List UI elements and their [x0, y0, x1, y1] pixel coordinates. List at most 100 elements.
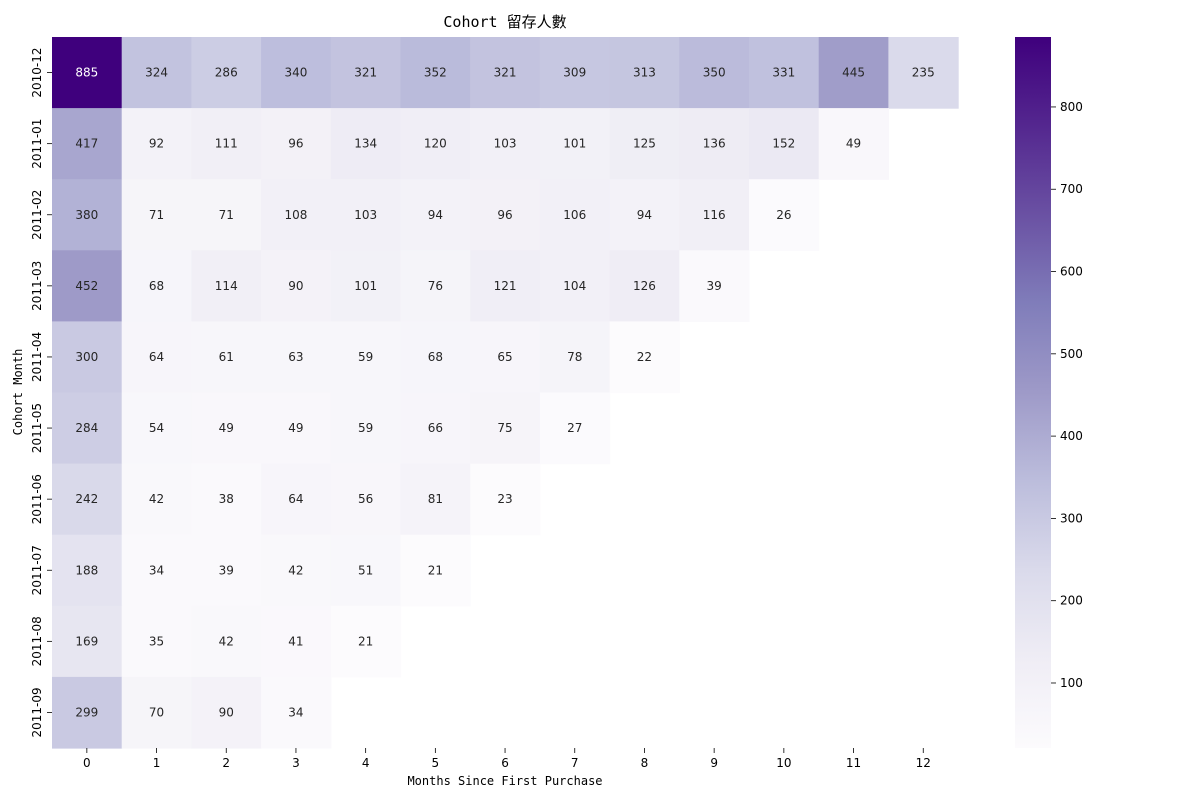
colorbar-tick-label: 800 [1060, 100, 1083, 114]
x-tick-label: 1 [153, 756, 161, 770]
cell-value-label: 309 [563, 66, 586, 80]
heatmap-cell [52, 676, 123, 749]
cell-value-label: 63 [288, 350, 303, 364]
cell-value-label: 116 [703, 208, 726, 222]
y-tick-label: 2011-01 [30, 119, 44, 169]
cell-value-label: 35 [149, 634, 164, 648]
colorbar-gradient [1015, 37, 1051, 748]
cell-value-label: 49 [846, 137, 861, 151]
heatmap-cell [539, 392, 611, 465]
x-tick-label: 12 [916, 756, 931, 770]
colorbar-tick-label: 300 [1060, 511, 1083, 525]
cell-value-label: 106 [563, 208, 586, 222]
heatmap-cell [261, 250, 332, 322]
y-tick-label: 2011-07 [30, 545, 44, 595]
heatmap-cell [191, 534, 262, 607]
cell-value-label: 81 [428, 492, 443, 506]
heatmap-cell [609, 179, 680, 251]
heatmap-cell [52, 108, 123, 180]
cell-value-label: 22 [637, 350, 652, 364]
heatmap-cell [470, 37, 541, 109]
cell-value-label: 286 [215, 66, 238, 80]
cell-value-label: 42 [288, 563, 303, 577]
cell-value-label: 42 [149, 492, 164, 506]
cell-value-label: 21 [358, 634, 373, 648]
cell-value-label: 71 [219, 208, 234, 222]
cell-value-label: 78 [567, 350, 582, 364]
heatmap-cell [749, 108, 820, 180]
heatmap-cell [261, 108, 332, 180]
cell-value-label: 94 [637, 208, 652, 222]
heatmap-cell [191, 392, 262, 465]
x-tick-label: 5 [432, 756, 440, 770]
cell-value-label: 38 [219, 492, 234, 506]
heatmap-cell [121, 108, 192, 180]
heatmap-cell [52, 250, 123, 322]
heatmap-cell [191, 676, 262, 749]
cell-value-label: 321 [494, 66, 517, 80]
cell-value-label: 350 [703, 66, 726, 80]
y-tick-label: 2011-09 [30, 687, 44, 737]
cell-value-label: 120 [424, 137, 447, 151]
x-tick-label: 10 [776, 756, 791, 770]
colorbar-tick-label: 200 [1060, 594, 1083, 608]
x-axis-ticks: 0 1 2 3 4 5 6 7 8 9 10 11 12 [83, 748, 931, 770]
x-tick-label: 0 [83, 756, 91, 770]
heatmap-cell [330, 392, 402, 465]
x-tick-label: 4 [362, 756, 370, 770]
cell-value-label: 324 [145, 66, 168, 80]
heatmap-cell [261, 179, 332, 251]
cell-value-label: 104 [563, 279, 586, 293]
cell-value-label: 71 [149, 208, 164, 222]
heatmap-cell [400, 250, 471, 322]
colorbar-tick-label: 600 [1060, 265, 1083, 279]
cell-value-label: 90 [219, 705, 234, 719]
x-axis-label: Months Since First Purchase [407, 774, 602, 788]
heatmap-cell [679, 37, 750, 109]
heatmap-cell [52, 463, 123, 536]
cell-value-label: 103 [354, 208, 377, 222]
colorbar-tick-label: 700 [1060, 182, 1083, 196]
cell-value-label: 96 [288, 137, 303, 151]
chart-title: Cohort 留存人數 [443, 13, 566, 31]
heatmap-cell [52, 534, 123, 607]
heatmap-cell [400, 108, 471, 180]
heatmap-cell [539, 37, 611, 109]
heatmap-cell [539, 108, 611, 180]
heatmap-cell [330, 250, 402, 322]
cell-value-label: 39 [219, 563, 234, 577]
heatmap-cell [261, 534, 332, 607]
y-tick-label: 2011-06 [30, 474, 44, 524]
y-tick-label: 2011-08 [30, 616, 44, 666]
cell-value-label: 380 [75, 208, 98, 222]
heatmap-cell [191, 179, 262, 251]
heatmap-cell [470, 392, 541, 465]
cell-value-label: 76 [428, 279, 443, 293]
cell-value-label: 103 [494, 137, 517, 151]
heatmap-cell [400, 321, 471, 394]
cell-value-label: 51 [358, 563, 373, 577]
heatmap-cell [400, 179, 471, 251]
y-tick-label: 2011-03 [30, 261, 44, 311]
heatmap-cell [609, 37, 680, 109]
heatmap-cell [470, 108, 541, 180]
cell-value-label: 21 [428, 563, 443, 577]
x-tick-label: 2 [222, 756, 230, 770]
cell-value-label: 126 [633, 279, 656, 293]
cell-value-label: 885 [75, 66, 98, 80]
heatmap-cell [330, 605, 402, 678]
cell-value-label: 340 [284, 66, 307, 80]
heatmap-cell [121, 605, 192, 678]
y-tick-label: 2011-04 [30, 332, 44, 382]
heatmap-cell [52, 605, 123, 678]
colorbar-tick-label: 100 [1060, 676, 1083, 690]
y-tick-label: 2011-05 [30, 403, 44, 453]
heatmap-cell [330, 321, 402, 394]
cell-value-label: 68 [149, 279, 164, 293]
heatmap-cell [121, 392, 192, 465]
heatmap-cell [818, 108, 889, 180]
heatmap-cell [261, 676, 332, 749]
heatmap-cell [818, 37, 889, 109]
heatmap-cell [679, 250, 750, 322]
